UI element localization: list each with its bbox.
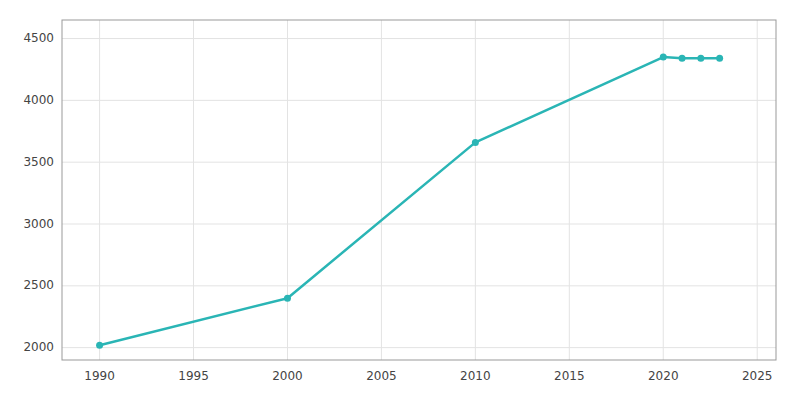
x-tick-label: 2015 [554,369,585,383]
y-grid-line [62,100,776,101]
x-grid-line [381,20,382,360]
y-grid-line [62,162,776,163]
point [472,139,479,146]
point [697,55,704,62]
x-tick-label: 2020 [648,369,679,383]
page: {"chart_data": {"type": "line", "x": [19… [0,0,800,400]
x-tick-label: 2005 [366,369,397,383]
series [96,54,723,349]
grid [62,20,776,360]
x-tick-label: 2010 [460,369,491,383]
point [679,55,686,62]
x-grid-line [475,20,476,360]
line [100,57,720,345]
y-grid-line [62,224,776,225]
point [96,342,103,349]
chart-container: 1990 1995 2000 2005 2010 2015 2020 2025 2000 2500… [0,0,800,400]
y-tick-label: 4000 [23,93,54,107]
y-tick-label: 4500 [23,31,54,45]
x-grid-line [663,20,664,360]
x-grid-line [99,20,100,360]
x-grid-line [569,20,570,360]
y-tick-label: 3000 [23,217,54,231]
y-grid-line [62,285,776,286]
y-tick-label: 3500 [23,155,54,169]
x-tick-label: 1995 [178,369,209,383]
x-grid-line [757,20,758,360]
point [716,55,723,62]
x-tick-label: 1990 [84,369,115,383]
tick-labels: 1990 1995 2000 2005 2010 2015 2020 2025 2000 2500… [23,31,772,383]
y-tick-label: 2000 [23,340,54,354]
point [284,295,291,302]
x-tick-label: 2000 [272,369,303,383]
x-grid-line [287,20,288,360]
x-grid-line [193,20,194,360]
y-grid-line [62,38,776,39]
point [660,54,667,61]
chart: 1990 1995 2000 2005 2010 2015 2020 2025 2000 2500… [0,0,800,400]
y-grid-line [62,347,776,348]
y-tick-label: 2500 [23,278,54,292]
x-tick-label: 2025 [742,369,773,383]
plot-frame [62,20,776,360]
